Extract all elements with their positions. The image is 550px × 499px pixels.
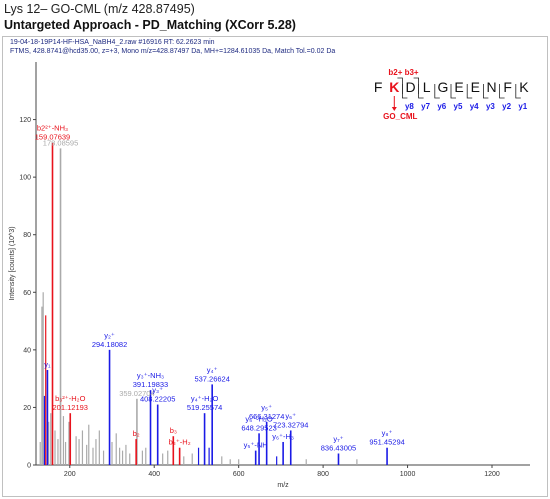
y-axis-label: Intensity [counts] (10^3) <box>9 226 16 300</box>
peaks <box>39 142 388 465</box>
y-ion-label: y8 <box>405 102 414 111</box>
peak-label: 519.25574 <box>187 403 222 412</box>
peak-label: 159.07639 <box>35 133 70 142</box>
sequence-residue: L <box>423 79 431 95</box>
y-tick-label: 0 <box>27 463 31 470</box>
modification-label: GO_CML <box>383 112 417 121</box>
x-axis-label: m/z <box>277 482 289 489</box>
peak-label: b₃⁺-H₂ <box>169 438 191 447</box>
y-ion-bracket <box>466 84 473 99</box>
y-tick-label: 120 <box>19 117 31 124</box>
peak-label: 951.45294 <box>369 438 404 447</box>
sequence-residue: E <box>454 79 463 95</box>
peak-label: y₃⁺-NH₃ <box>137 371 164 380</box>
peak-label: b₂ <box>133 429 140 438</box>
peak-label: y₄⁺ <box>207 365 218 374</box>
peak-label: y₃⁺ <box>152 386 163 395</box>
y-ion-bracket <box>499 84 505 99</box>
x-tick-label: 800 <box>317 471 329 478</box>
y-tick-label: 80 <box>23 232 31 239</box>
peak-label: 359.02704 <box>119 389 154 398</box>
x-tick-label: 1000 <box>400 471 416 478</box>
y-tick-label: 60 <box>23 290 31 297</box>
y-ion-label: y7 <box>421 102 430 111</box>
y-ion-bracket <box>482 84 489 99</box>
scan-header-line-1: 19-04-18-19P14-HF-HSA_NaBH4_2.raw #16916… <box>10 39 215 46</box>
peak-label: y₅⁺ <box>261 403 272 412</box>
y-ion-label: y3 <box>486 102 495 111</box>
peak-label: 408.22205 <box>140 395 175 404</box>
y-ion-label: y6 <box>437 102 446 111</box>
peak-label: 648.29523 <box>241 423 276 432</box>
y-ion-label: y5 <box>454 102 463 111</box>
y-ion-label: y1 <box>518 102 527 111</box>
peak-label: y₅⁺-H₂O <box>245 414 273 423</box>
sequence-residue: E <box>471 79 480 95</box>
sequence-residue: G <box>437 79 448 95</box>
peak-label: 666.31274 <box>249 412 284 421</box>
sequence-residue: F <box>374 79 383 95</box>
peak-label: y₇⁺ <box>333 434 343 443</box>
peak-label: y₆⁺-H₃ <box>272 432 294 441</box>
peak-label: b2²⁺-NH₃ <box>37 124 68 133</box>
chart-title: Lys 12– GO-CML (m/z 428.87495) <box>4 2 195 16</box>
peak-label: y₄⁺-H₂O <box>191 394 219 403</box>
sequence-residue: F <box>503 79 512 95</box>
sequence-residue: D <box>405 79 415 95</box>
peak-label: 294.18082 <box>92 340 127 349</box>
peak-label: y₈⁺ <box>382 429 393 438</box>
y-ion-bracket <box>401 84 408 99</box>
peak-label: 201.12193 <box>53 403 88 412</box>
peak-label: b₃ <box>170 426 177 435</box>
y-ion-label: y2 <box>502 102 511 111</box>
y-tick-label: 40 <box>23 347 31 354</box>
y-ion-label: y4 <box>470 102 479 111</box>
x-tick-label: 400 <box>148 471 160 478</box>
modification-arrowhead <box>391 107 397 111</box>
peak-label: y₅⁺-NH <box>244 441 268 450</box>
sequence-residue: K <box>389 79 399 95</box>
y-ion-bracket <box>515 84 521 99</box>
peak-label: y₆⁺ <box>285 411 296 420</box>
peak-label: 391.19833 <box>133 380 168 389</box>
chart-subtitle: Untargeted Approach - PD_Matching (XCorr… <box>4 18 296 32</box>
sequence-residue: N <box>486 79 496 95</box>
x-tick-label: 200 <box>64 471 76 478</box>
chart-frame <box>2 36 548 497</box>
b-ion-label: b3+ <box>405 68 419 77</box>
b-ion-label: b2+ <box>388 68 402 77</box>
peak-label: 178.08595 <box>43 138 78 147</box>
peak-label: y₂⁺ <box>104 331 115 340</box>
sequence-residue: K <box>519 79 529 95</box>
peak-label: 537.26624 <box>194 374 229 383</box>
x-tick-label: 1200 <box>484 471 500 478</box>
y-ion-bracket <box>418 84 424 99</box>
axes: 200 400 600 800 1000 1200 0 20 40 60 80 100 120 m/z In… <box>9 62 530 489</box>
peak-label: y₁ <box>44 360 51 369</box>
y-tick-label: 100 <box>19 175 31 182</box>
peak-label: 836.43005 <box>321 443 356 452</box>
peak-label: 723.32794 <box>273 420 308 429</box>
x-tick-label: 600 <box>233 471 245 478</box>
y-ion-bracket <box>450 84 456 99</box>
scan-header-line-2: FTMS, 428.8741@hcd35.00, z=+3, Mono m/z=… <box>10 48 336 55</box>
peak-label: b₃²⁺-H₂O <box>55 394 86 403</box>
y-tick-label: 20 <box>23 405 31 412</box>
y-ion-bracket <box>434 84 440 99</box>
